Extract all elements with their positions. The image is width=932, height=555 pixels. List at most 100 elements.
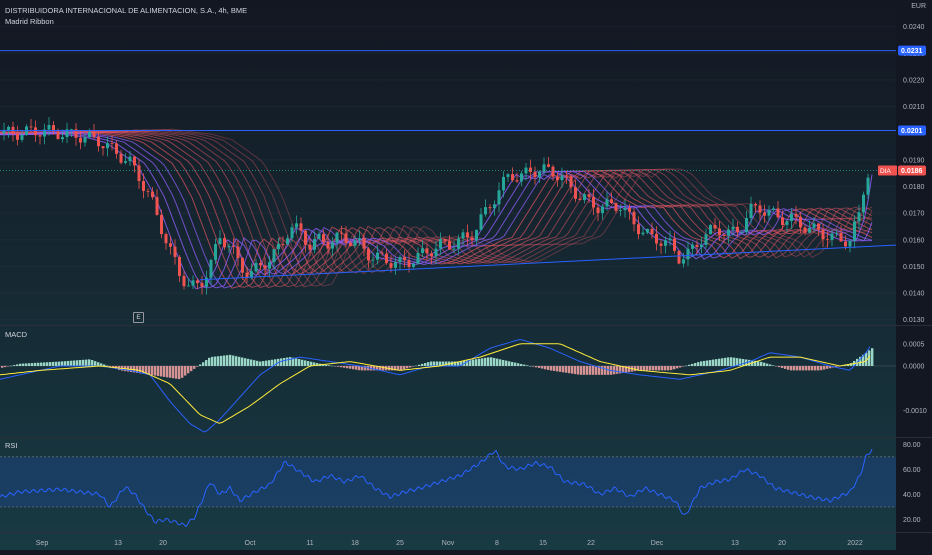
candle-body [628, 207, 631, 212]
candle-body [655, 233, 658, 244]
candle-body [484, 207, 487, 215]
macd-histogram-bar [79, 360, 82, 366]
macd-histogram-bar [625, 365, 628, 373]
macd-histogram-bar [490, 357, 493, 366]
candle-body [835, 232, 838, 234]
macd-histogram-bar [85, 359, 88, 366]
macd-histogram-bar [172, 365, 175, 379]
time-axis-label: Oct [245, 540, 256, 547]
macd-histogram-bar [193, 365, 196, 369]
candle-body [722, 235, 726, 236]
candle-body [371, 259, 375, 261]
candle-body [664, 240, 667, 246]
candle-body [227, 245, 231, 248]
macd-histogram-bar [634, 365, 637, 372]
candle-body [641, 232, 645, 235]
indicator-label[interactable]: Madrid Ribbon [5, 17, 54, 26]
macd-histogram-bar [784, 365, 787, 369]
candle-body [443, 239, 447, 242]
candle-body [155, 197, 159, 215]
macd-histogram-bar [739, 358, 742, 366]
candle-body [308, 244, 312, 250]
macd-histogram-bar [760, 361, 763, 366]
macd-histogram-bar [589, 365, 592, 375]
macd-histogram-bar [514, 362, 517, 366]
candle-body [853, 221, 856, 241]
candle-body [623, 207, 627, 211]
candle-body [740, 232, 744, 233]
candle-body [731, 226, 735, 230]
macd-histogram-bar [709, 360, 712, 366]
macd-histogram-bar [706, 360, 709, 366]
macd-histogram-bar [313, 362, 316, 366]
candle-body [358, 238, 361, 241]
candle-body [34, 127, 37, 136]
price-tick-label: 0.0170 [903, 211, 925, 218]
candle-body [331, 242, 334, 249]
macd-histogram-bar [493, 357, 496, 366]
macd-histogram-bar [28, 363, 31, 366]
macd-histogram-bar [214, 356, 217, 366]
macd-histogram-bar [484, 357, 487, 366]
price-line-badge [898, 125, 926, 136]
macd-histogram-bar [652, 365, 655, 371]
rsi-tick-label: 80.00 [903, 442, 921, 449]
macd-histogram-bar [679, 365, 682, 368]
candle-body [862, 194, 865, 213]
candle-body [182, 275, 186, 287]
macd-histogram-bar [52, 361, 55, 366]
macd-histogram-bar [289, 357, 292, 366]
macd-histogram-bar [649, 365, 652, 371]
candle-body [236, 246, 240, 259]
candle-body [367, 248, 370, 261]
macd-histogram-bar [847, 364, 850, 366]
macd-histogram-bar [499, 359, 502, 366]
macd-histogram-bar [769, 364, 772, 366]
candle-body [2, 129, 6, 134]
macd-histogram-bar [109, 365, 112, 367]
candle-body [187, 285, 190, 287]
macd-histogram-bar [688, 364, 691, 366]
macd-histogram-bar [220, 355, 223, 366]
macd-histogram-bar [346, 365, 349, 369]
candle-body [205, 277, 208, 287]
candle-body [691, 244, 694, 249]
macd-histogram-bar [250, 359, 253, 366]
candle-body [547, 164, 550, 167]
macd-histogram-bar [226, 355, 229, 366]
macd-histogram-bar [619, 365, 622, 374]
time-axis-label: Nov [442, 540, 455, 547]
macd-histogram-bar [235, 356, 238, 366]
candle-body [839, 232, 843, 242]
macd-histogram-bar [301, 359, 304, 366]
macd-histogram-bar [727, 357, 730, 366]
macd-histogram-bar [481, 358, 484, 366]
price-tick-label: 0.0210 [903, 104, 925, 111]
rsi-tick-label: 20.00 [903, 517, 921, 524]
macd-histogram-bar [787, 365, 790, 370]
macd-histogram-bar [91, 360, 94, 366]
macd-histogram-bar [616, 365, 619, 374]
macd-histogram-bar [409, 365, 412, 368]
macd-histogram-bar [664, 365, 667, 371]
candle-body [808, 227, 811, 233]
ribbon-line [0, 129, 873, 288]
candle-body [749, 203, 753, 218]
macd-histogram-bar [778, 365, 781, 368]
price-line-label: 0.0231 [901, 48, 923, 55]
macd-histogram-bar [202, 362, 205, 366]
candle-body [821, 229, 825, 240]
candle-body [470, 237, 474, 241]
candle-body [151, 191, 154, 198]
candle-body [137, 165, 141, 182]
earnings-badge[interactable]: E [133, 312, 144, 323]
macd-histogram-bar [757, 361, 760, 366]
macd-histogram-bar [439, 361, 442, 366]
macd-histogram-bar [454, 361, 457, 366]
candle-body [250, 271, 253, 278]
macd-histogram-bar [397, 365, 400, 371]
macd-histogram-bar [433, 361, 436, 366]
macd-histogram-bar [775, 365, 778, 367]
